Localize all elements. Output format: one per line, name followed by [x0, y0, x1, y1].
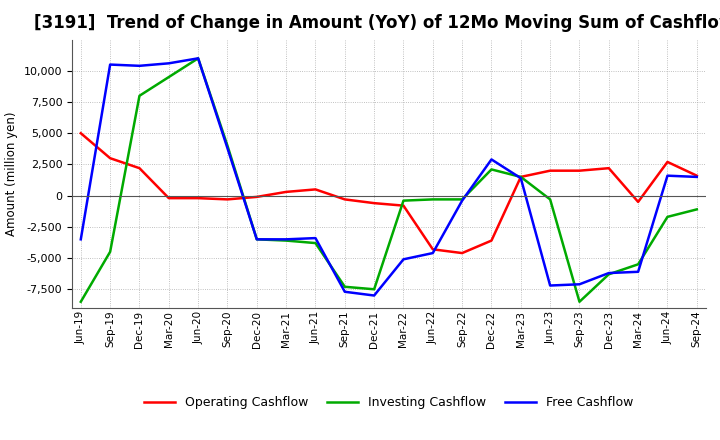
Free Cashflow — [370, 293, 379, 298]
Free Cashflow — [693, 174, 701, 180]
Investing Cashflow — [311, 240, 320, 246]
Free Cashflow — [164, 61, 173, 66]
Operating Cashflow — [575, 168, 584, 173]
Free Cashflow — [516, 176, 525, 181]
Y-axis label: Amount (million yen): Amount (million yen) — [5, 112, 18, 236]
Investing Cashflow — [282, 238, 290, 243]
Investing Cashflow — [399, 198, 408, 203]
Investing Cashflow — [605, 271, 613, 277]
Investing Cashflow — [634, 262, 642, 267]
Title: [3191]  Trend of Change in Amount (YoY) of 12Mo Moving Sum of Cashflows: [3191] Trend of Change in Amount (YoY) o… — [34, 15, 720, 33]
Investing Cashflow — [253, 237, 261, 242]
Investing Cashflow — [135, 93, 144, 99]
Operating Cashflow — [194, 195, 202, 201]
Free Cashflow — [253, 237, 261, 242]
Investing Cashflow — [516, 174, 525, 180]
Investing Cashflow — [164, 74, 173, 80]
Free Cashflow — [76, 237, 85, 242]
Investing Cashflow — [76, 299, 85, 304]
Operating Cashflow — [135, 165, 144, 171]
Investing Cashflow — [693, 207, 701, 212]
Investing Cashflow — [428, 197, 437, 202]
Operating Cashflow — [663, 159, 672, 165]
Operating Cashflow — [223, 197, 232, 202]
Free Cashflow — [223, 146, 232, 151]
Line: Investing Cashflow: Investing Cashflow — [81, 59, 697, 302]
Free Cashflow — [546, 283, 554, 288]
Operating Cashflow — [164, 195, 173, 201]
Free Cashflow — [428, 250, 437, 256]
Investing Cashflow — [194, 56, 202, 61]
Legend: Operating Cashflow, Investing Cashflow, Free Cashflow: Operating Cashflow, Investing Cashflow, … — [139, 392, 639, 414]
Operating Cashflow — [428, 247, 437, 252]
Free Cashflow — [605, 271, 613, 276]
Investing Cashflow — [546, 197, 554, 202]
Operating Cashflow — [311, 187, 320, 192]
Operating Cashflow — [634, 199, 642, 205]
Operating Cashflow — [516, 174, 525, 180]
Investing Cashflow — [106, 249, 114, 254]
Free Cashflow — [634, 269, 642, 275]
Free Cashflow — [458, 198, 467, 203]
Operating Cashflow — [76, 131, 85, 136]
Investing Cashflow — [663, 214, 672, 220]
Free Cashflow — [106, 62, 114, 67]
Operating Cashflow — [605, 165, 613, 171]
Operating Cashflow — [399, 203, 408, 208]
Investing Cashflow — [223, 143, 232, 148]
Operating Cashflow — [370, 201, 379, 206]
Free Cashflow — [487, 157, 496, 162]
Free Cashflow — [399, 257, 408, 262]
Free Cashflow — [311, 235, 320, 241]
Free Cashflow — [282, 237, 290, 242]
Free Cashflow — [194, 56, 202, 61]
Free Cashflow — [135, 63, 144, 69]
Operating Cashflow — [693, 173, 701, 178]
Operating Cashflow — [106, 156, 114, 161]
Line: Operating Cashflow: Operating Cashflow — [81, 133, 697, 253]
Investing Cashflow — [458, 197, 467, 202]
Operating Cashflow — [253, 194, 261, 199]
Free Cashflow — [341, 289, 349, 294]
Operating Cashflow — [341, 197, 349, 202]
Investing Cashflow — [575, 299, 584, 304]
Free Cashflow — [663, 173, 672, 178]
Operating Cashflow — [282, 189, 290, 194]
Free Cashflow — [575, 282, 584, 287]
Investing Cashflow — [487, 167, 496, 172]
Operating Cashflow — [546, 168, 554, 173]
Investing Cashflow — [341, 284, 349, 290]
Operating Cashflow — [487, 238, 496, 243]
Line: Free Cashflow: Free Cashflow — [81, 59, 697, 296]
Investing Cashflow — [370, 286, 379, 292]
Operating Cashflow — [458, 250, 467, 256]
